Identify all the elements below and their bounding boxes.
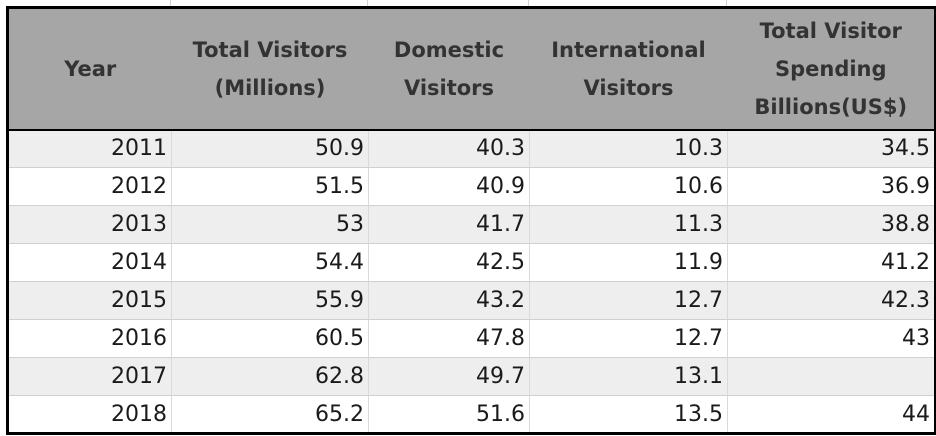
table-cell[interactable]: 43 (727, 319, 936, 358)
gridline (367, 0, 368, 6)
header-text: Total Visitors (192, 37, 348, 62)
table-cell[interactable]: 2012 (6, 167, 172, 206)
table-cell[interactable]: 40.9 (368, 167, 530, 206)
table-cell[interactable]: 2013 (6, 205, 172, 244)
table-cell[interactable]: 12.7 (529, 281, 728, 320)
table-cell[interactable]: 40.3 (368, 129, 530, 168)
table-cell[interactable]: 12.7 (529, 319, 728, 358)
header-cell-domestic-visitors[interactable]: Domestic Visitors (368, 6, 530, 131)
table-cell[interactable]: 13.5 (529, 395, 728, 435)
header-cell-year[interactable]: Year (6, 6, 172, 131)
header-cell-total-visitor-spending[interactable]: Total Visitor Spending Billions(US$) (727, 6, 936, 131)
table-cell[interactable]: 2011 (6, 129, 172, 168)
table-cell[interactable]: 2018 (6, 395, 172, 435)
table-cell[interactable]: 10.6 (529, 167, 728, 206)
table-cell[interactable]: 49.7 (368, 357, 530, 396)
header-text: Visitors (583, 75, 674, 100)
table-row: 2013 53 41.7 11.3 38.8 (6, 205, 936, 244)
header-cell-total-visitors[interactable]: Total Visitors (Millions) (171, 6, 369, 131)
table-cell[interactable]: 2014 (6, 243, 172, 282)
table-cell[interactable]: 11.9 (529, 243, 728, 282)
table-cell[interactable]: 65.2 (171, 395, 369, 435)
header-cell-international-visitors[interactable]: International Visitors (529, 6, 728, 131)
table-cell[interactable]: 34.5 (727, 129, 936, 168)
gridline (726, 0, 727, 6)
table-cell[interactable]: 51.5 (171, 167, 369, 206)
table-cell[interactable]: 54.4 (171, 243, 369, 282)
header-text: (Millions) (214, 75, 326, 100)
table-row: 2016 60.5 47.8 12.7 43 (6, 319, 936, 358)
table-row: 2014 54.4 42.5 11.9 41.2 (6, 243, 936, 282)
gridline (170, 0, 171, 6)
table-cell[interactable]: 41.2 (727, 243, 936, 282)
table-cell[interactable]: 44 (727, 395, 936, 435)
header-text: Billions(US$) (754, 94, 908, 119)
table-cell[interactable]: 41.7 (368, 205, 530, 244)
table-row: 2017 62.8 49.7 13.1 (6, 357, 936, 396)
table-cell[interactable]: 62.8 (171, 357, 369, 396)
table-cell[interactable]: 10.3 (529, 129, 728, 168)
table-cell[interactable]: 13.1 (529, 357, 728, 396)
visitor-statistics-table: Year Total Visitors (Millions) Domestic … (6, 6, 936, 435)
table-cell[interactable]: 42.3 (727, 281, 936, 320)
table-row: 2018 65.2 51.6 13.5 44 (6, 395, 936, 435)
table-cell[interactable]: 51.6 (368, 395, 530, 435)
table-cell[interactable]: 50.9 (171, 129, 369, 168)
table-row: 2011 50.9 40.3 10.3 34.5 (6, 129, 936, 168)
gridline (528, 0, 529, 6)
table-cell[interactable]: 38.8 (727, 205, 936, 244)
table-cell[interactable]: 2015 (6, 281, 172, 320)
table-cell[interactable]: 2016 (6, 319, 172, 358)
table-cell[interactable]: 43.2 (368, 281, 530, 320)
table-cell[interactable]: 55.9 (171, 281, 369, 320)
header-text: International (551, 37, 706, 62)
table-cell[interactable]: 60.5 (171, 319, 369, 358)
header-text: Domestic (393, 37, 505, 62)
header-text: Total Visitor (759, 18, 902, 43)
table-row: 2012 51.5 40.9 10.6 36.9 (6, 167, 936, 206)
table-cell[interactable]: 11.3 (529, 205, 728, 244)
table-cell[interactable]: 2017 (6, 357, 172, 396)
header-text: Year (64, 56, 117, 81)
table-cell[interactable]: 36.9 (727, 167, 936, 206)
header-row: Year Total Visitors (Millions) Domestic … (6, 6, 936, 131)
table-cell[interactable] (727, 357, 936, 396)
table-cell[interactable]: 47.8 (368, 319, 530, 358)
table-row: 2015 55.9 43.2 12.7 42.3 (6, 281, 936, 320)
header-text: Spending (774, 56, 887, 81)
header-text: Visitors (403, 75, 495, 100)
table-cell[interactable]: 42.5 (368, 243, 530, 282)
table-cell[interactable]: 53 (171, 205, 369, 244)
